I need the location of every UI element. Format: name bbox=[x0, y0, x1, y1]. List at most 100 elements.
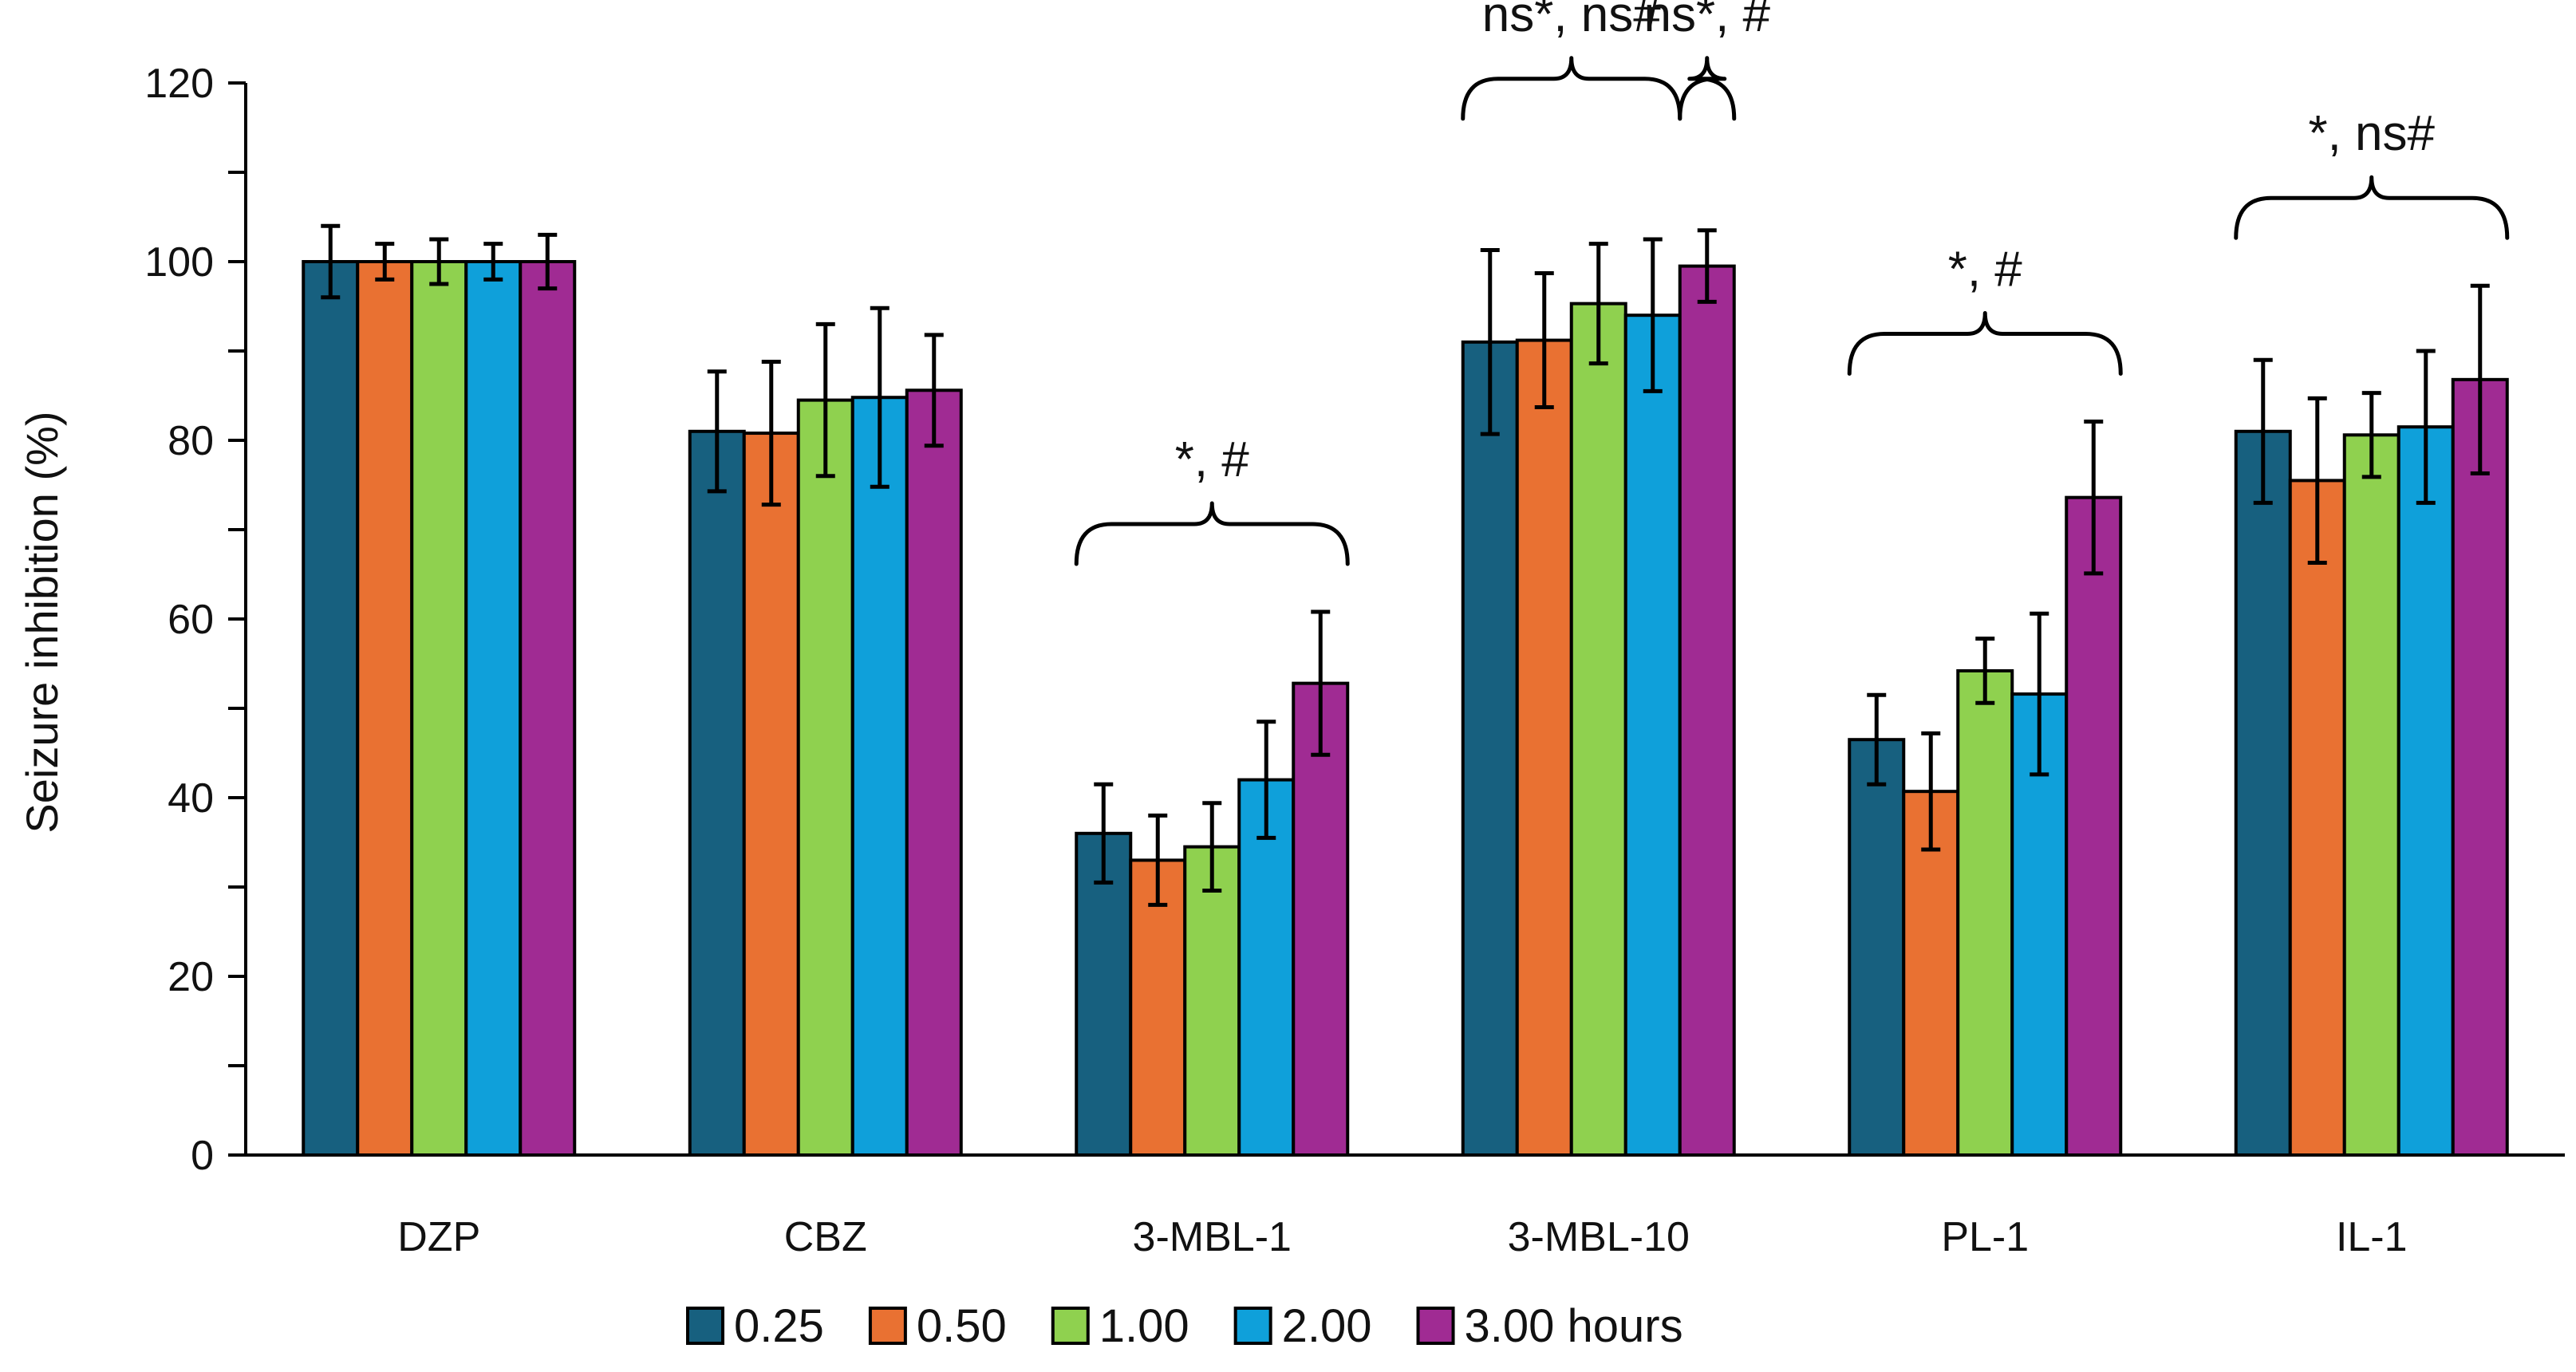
error-bar-3-MBL-10-1.00 bbox=[1588, 242, 1608, 366]
error-bar-CBZ-0.50 bbox=[761, 359, 781, 507]
bar-IL-1-0.50 bbox=[2288, 479, 2346, 1157]
error-bar-DZP-3.00 hours bbox=[538, 232, 558, 291]
error-bar-IL-1-1.00 bbox=[2361, 391, 2381, 479]
y-tick-label: 120 bbox=[144, 61, 214, 107]
error-bar-IL-1-2.00 bbox=[2416, 349, 2436, 505]
legend-label: 1.00 bbox=[1099, 1300, 1189, 1352]
error-bar-DZP-0.50 bbox=[375, 242, 395, 282]
error-bar-3-MBL-1-0.50 bbox=[1148, 813, 1168, 907]
significance-brace bbox=[2234, 175, 2510, 240]
error-bar-PL-1-1.00 bbox=[1975, 637, 1995, 705]
legend-item-2.00: 2.00 bbox=[1233, 1300, 1372, 1352]
legend-item-1.00: 1.00 bbox=[1051, 1300, 1189, 1352]
annotation-3-MBL-1-0: *, # bbox=[1074, 432, 1350, 566]
legend-label: 2.00 bbox=[1282, 1300, 1372, 1352]
significance-label: ns*, # bbox=[1643, 0, 1770, 42]
y-tick-label: 20 bbox=[168, 954, 214, 1000]
annotation-IL-1-4: *, ns# bbox=[2234, 106, 2510, 240]
x-tick-label: 3-MBL-1 bbox=[1133, 1214, 1292, 1260]
legend: 0.25 0.50 1.00 2.00 3.00 hours bbox=[686, 1300, 1683, 1352]
bar-IL-1-3.00 hours bbox=[2451, 377, 2509, 1157]
error-bar-DZP-0.25 bbox=[321, 223, 341, 300]
error-bar-3-MBL-1-3.00 hours bbox=[1311, 609, 1331, 757]
annotation-3-MBL-10-2: ns*, # bbox=[1643, 0, 1771, 121]
error-bar-PL-1-2.00 bbox=[2030, 611, 2049, 777]
error-bar-3-MBL-1-1.00 bbox=[1202, 801, 1222, 893]
y-tick-label: 40 bbox=[168, 775, 214, 822]
error-bar-3-MBL-10-0.25 bbox=[1480, 247, 1500, 436]
bar-IL-1-0.25 bbox=[2234, 429, 2292, 1157]
significance-brace bbox=[1074, 501, 1350, 566]
legend-label: 0.25 bbox=[734, 1300, 824, 1352]
error-bar-PL-1-0.50 bbox=[1921, 731, 1941, 852]
legend-swatch bbox=[1051, 1307, 1090, 1345]
legend-item-0.50: 0.50 bbox=[868, 1300, 1007, 1352]
error-bar-3-MBL-10-2.00 bbox=[1643, 237, 1663, 393]
error-bar-IL-1-3.00 hours bbox=[2470, 283, 2490, 475]
legend-swatch bbox=[1416, 1307, 1455, 1345]
error-bar-3-MBL-1-2.00 bbox=[1256, 720, 1276, 840]
legend-item-3.00 hours: 3.00 hours bbox=[1416, 1300, 1683, 1352]
error-bar-3-MBL-10-3.00 hours bbox=[1697, 228, 1717, 304]
y-tick-label: 60 bbox=[168, 597, 214, 643]
significance-brace bbox=[1678, 56, 1737, 121]
bar-3-MBL-10-1.00 bbox=[1569, 302, 1627, 1157]
significance-label: ns*, ns# bbox=[1482, 0, 1662, 42]
significance-label: *, ns# bbox=[2308, 106, 2435, 161]
error-bar-3-MBL-1-0.25 bbox=[1094, 782, 1114, 885]
bar-CBZ-1.00 bbox=[796, 398, 854, 1157]
bar-3-MBL-10-0.50 bbox=[1515, 338, 1573, 1157]
error-bar-DZP-1.00 bbox=[429, 237, 449, 286]
bar-CBZ-2.00 bbox=[850, 396, 909, 1157]
bar-3-MBL-1-3.00 hours bbox=[1292, 681, 1350, 1157]
bar-IL-1-1.00 bbox=[2342, 433, 2400, 1157]
x-tick-label: PL-1 bbox=[1941, 1214, 2029, 1260]
significance-label: *, # bbox=[1175, 432, 1250, 487]
x-tick-label: DZP bbox=[397, 1214, 480, 1260]
error-bars bbox=[321, 223, 2490, 907]
bar-DZP-0.25 bbox=[302, 260, 360, 1157]
y-axis: 0 20 40 60 80 100 120 bbox=[144, 61, 247, 1179]
error-bar-IL-1-0.50 bbox=[2307, 396, 2327, 565]
significance-brace bbox=[1847, 310, 2123, 376]
x-tick-label: CBZ bbox=[784, 1214, 867, 1260]
error-bar-CBZ-3.00 hours bbox=[924, 333, 944, 448]
bar-PL-1-1.00 bbox=[1956, 668, 2014, 1157]
y-tick-label: 0 bbox=[191, 1133, 214, 1179]
bar-3-MBL-10-0.25 bbox=[1461, 340, 1519, 1157]
error-bar-PL-1-0.25 bbox=[1867, 692, 1887, 787]
bar-3-MBL-10-3.00 hours bbox=[1678, 264, 1736, 1157]
bar-3-MBL-1-1.00 bbox=[1183, 845, 1241, 1157]
error-bar-DZP-2.00 bbox=[483, 242, 503, 282]
error-bar-CBZ-1.00 bbox=[815, 321, 835, 479]
bar-CBZ-3.00 hours bbox=[905, 388, 963, 1157]
legend-swatch bbox=[868, 1307, 907, 1345]
bar-series bbox=[302, 260, 2509, 1157]
bar-DZP-3.00 hours bbox=[519, 260, 577, 1157]
error-bar-3-MBL-10-0.50 bbox=[1534, 271, 1554, 410]
legend-item-0.25: 0.25 bbox=[686, 1300, 824, 1352]
bar-DZP-1.00 bbox=[410, 260, 468, 1157]
bar-3-MBL-10-2.00 bbox=[1623, 313, 1682, 1157]
bar-DZP-2.00 bbox=[464, 260, 523, 1157]
significance-annotations: *, # ns*, ns#ns*, # *, # *, ns# bbox=[1074, 0, 2510, 566]
x-tick-label: IL-1 bbox=[2336, 1214, 2408, 1260]
annotation-PL-1-3: *, # bbox=[1847, 242, 2123, 376]
legend-swatch bbox=[1233, 1307, 1272, 1345]
legend-swatch bbox=[686, 1307, 724, 1345]
bar-PL-1-0.25 bbox=[1848, 738, 1906, 1157]
error-bar-CBZ-0.25 bbox=[707, 369, 727, 494]
legend-label: 3.00 hours bbox=[1465, 1300, 1683, 1352]
legend-label: 0.50 bbox=[917, 1300, 1007, 1352]
x-axis: DZP CBZ 3-MBL-1 3-MBL-10 PL-1 IL-1 bbox=[246, 1153, 2565, 1260]
bar-DZP-0.50 bbox=[356, 260, 414, 1157]
bar-IL-1-2.00 bbox=[2397, 425, 2455, 1157]
error-bar-PL-1-3.00 hours bbox=[2084, 419, 2104, 576]
significance-label: *, # bbox=[1948, 242, 2023, 297]
bar-CBZ-0.50 bbox=[742, 432, 800, 1157]
bar-CBZ-0.25 bbox=[688, 429, 746, 1157]
y-tick-label: 80 bbox=[168, 418, 214, 464]
error-bar-IL-1-0.25 bbox=[2253, 357, 2273, 505]
annotation-3-MBL-10-1: ns*, ns# bbox=[1461, 0, 1682, 121]
